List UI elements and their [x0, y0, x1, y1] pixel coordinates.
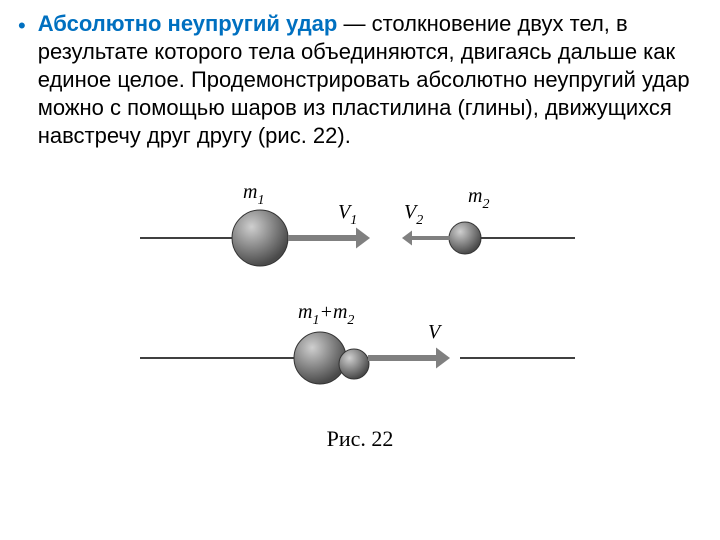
svg-text:m1+m2: m1+m2 — [298, 301, 354, 328]
svg-text:V: V — [428, 321, 443, 343]
svg-text:m2: m2 — [468, 185, 489, 212]
term: Абсолютно неупругий удар — [38, 11, 338, 36]
figure-22: m1 V1 V2 m2 m1+m2 V Рис. 22 — [18, 168, 702, 452]
definition-block: • Абсолютно неупругий удар — столкновени… — [18, 10, 702, 150]
definition-text: Абсолютно неупругий удар — столкновение … — [38, 10, 702, 150]
svg-text:V2: V2 — [404, 201, 423, 228]
diagram-svg: m1 V1 V2 m2 m1+m2 V — [120, 168, 600, 418]
svg-text:V1: V1 — [338, 201, 357, 228]
figure-caption: Рис. 22 — [18, 426, 702, 452]
svg-text:m1: m1 — [243, 181, 264, 208]
bullet-icon: • — [18, 12, 26, 40]
